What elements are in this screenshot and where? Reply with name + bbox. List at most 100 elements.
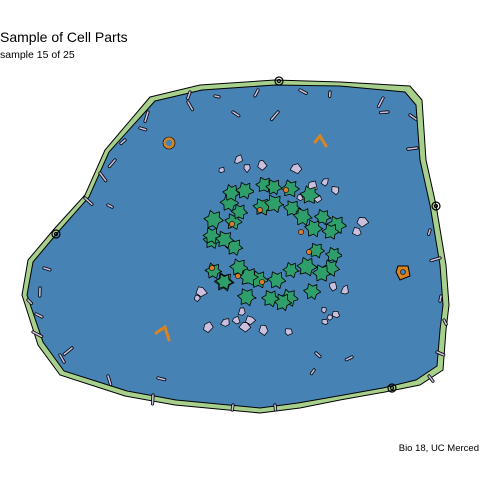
filament	[254, 89, 259, 97]
chloroplast	[264, 194, 284, 213]
filament	[443, 319, 448, 326]
chloroplast	[293, 208, 313, 226]
vesicle	[258, 324, 269, 336]
filament	[427, 229, 431, 236]
chloroplast	[299, 185, 320, 204]
vesicle	[203, 321, 214, 333]
wall-ring-icon	[274, 76, 284, 86]
wall-ring-icon	[431, 201, 441, 211]
nucleolus-dot	[298, 229, 304, 235]
vesicle	[218, 166, 225, 174]
filament	[315, 352, 321, 358]
chloroplast	[215, 273, 233, 290]
nucleolus-dot	[229, 221, 235, 227]
chloroplast	[230, 204, 248, 220]
filament	[187, 101, 194, 111]
chloroplast	[303, 283, 321, 300]
filament	[407, 147, 418, 150]
filament	[99, 172, 107, 182]
vesicle	[245, 315, 257, 326]
figure-caption: Bio 18, UC Merced	[398, 443, 479, 454]
filament	[274, 404, 277, 411]
filament	[299, 89, 308, 95]
vesicle	[331, 186, 339, 196]
chloroplast-group	[202, 177, 347, 312]
vesicle	[237, 307, 246, 316]
filament	[27, 299, 33, 305]
filament	[430, 257, 441, 262]
chloroplast	[267, 271, 287, 289]
vesicle	[238, 322, 252, 333]
orange-filament	[313, 133, 328, 148]
filament	[436, 351, 445, 356]
filament	[120, 139, 126, 145]
chloroplast	[321, 223, 340, 240]
filament	[377, 97, 384, 108]
filament	[232, 111, 240, 117]
nucleolus-group	[209, 187, 312, 285]
filament	[214, 95, 220, 98]
figure-subtitle: sample 15 of 25	[0, 49, 75, 61]
chloroplast	[312, 264, 332, 282]
chloroplast	[282, 262, 300, 279]
nucleolus-dot	[306, 249, 312, 255]
filament	[43, 267, 51, 271]
chloroplast	[204, 262, 222, 279]
nucleolus-dot	[257, 207, 263, 213]
chloroplast	[307, 242, 325, 259]
vesicle	[321, 307, 327, 314]
filament	[345, 356, 353, 361]
filament	[84, 197, 93, 206]
filament	[379, 111, 389, 114]
orange-organelle	[163, 137, 175, 149]
filament	[139, 127, 147, 131]
filament	[32, 331, 43, 338]
filament	[270, 111, 279, 121]
nucleolus-dot	[235, 273, 241, 279]
chloroplast	[265, 179, 283, 195]
vesicle	[193, 294, 201, 303]
filament	[187, 91, 191, 100]
vesicle	[351, 226, 362, 237]
orange-organelle-outline	[162, 136, 176, 150]
orange-filament	[154, 324, 171, 342]
wall-ring-icon	[387, 383, 397, 393]
filament	[409, 114, 417, 120]
vesicle	[356, 217, 370, 228]
filament	[107, 375, 112, 386]
filament	[157, 377, 166, 381]
nucleolus-dot	[209, 265, 215, 271]
vesicle	[320, 178, 329, 187]
vesicle	[329, 281, 338, 292]
vesicle	[284, 328, 293, 336]
wall-ring-icon	[51, 229, 61, 239]
filament	[35, 313, 43, 318]
filament	[144, 111, 149, 123]
vesicle	[234, 154, 244, 164]
filament	[151, 394, 154, 405]
vesicle	[321, 319, 329, 326]
vesicle	[340, 284, 349, 295]
vesicle-group	[193, 154, 370, 336]
filament	[231, 404, 234, 411]
chloroplast	[235, 182, 254, 200]
nucleolus-dot	[283, 187, 289, 193]
filament	[428, 375, 434, 383]
filament	[108, 159, 116, 168]
vesicle	[231, 315, 241, 325]
vesicle	[243, 164, 251, 174]
filament	[63, 347, 73, 356]
filament	[310, 369, 315, 375]
vesicle	[220, 318, 230, 327]
chloroplast	[304, 219, 324, 238]
filament	[439, 295, 442, 303]
orange-organelle-core	[400, 269, 406, 275]
chloroplast	[215, 231, 234, 249]
filament	[59, 354, 65, 363]
figure-title: Sample of Cell Parts	[0, 29, 128, 45]
filament-group	[26, 88, 448, 412]
filament	[107, 204, 113, 208]
chloroplast	[203, 210, 224, 230]
